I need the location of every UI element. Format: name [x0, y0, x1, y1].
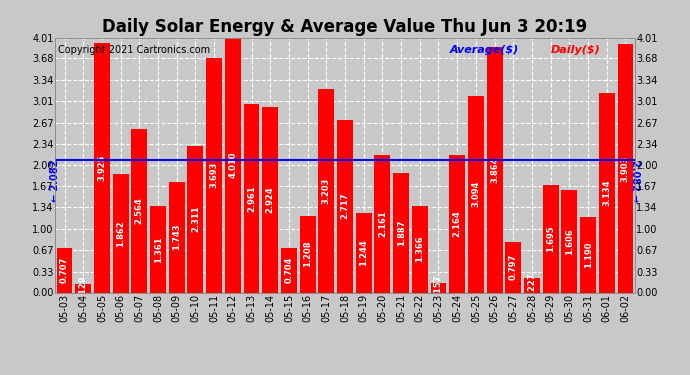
Text: 1.887: 1.887 [397, 219, 406, 246]
Text: 1.695: 1.695 [546, 225, 555, 252]
Text: 4.010: 4.010 [228, 152, 237, 178]
Bar [375, 155, 391, 292]
Bar [618, 44, 633, 292]
Bar [57, 248, 72, 292]
Bar [449, 155, 465, 292]
Text: 2.161: 2.161 [378, 210, 387, 237]
Bar [543, 185, 559, 292]
Bar [150, 206, 166, 292]
Bar [580, 217, 596, 292]
Bar [337, 120, 353, 292]
Bar [75, 284, 91, 292]
Bar [262, 106, 278, 292]
Text: 3.903: 3.903 [621, 155, 630, 182]
Text: 1.606: 1.606 [565, 228, 574, 255]
Text: 1.366: 1.366 [415, 236, 424, 262]
Text: 2.564: 2.564 [135, 198, 144, 224]
Text: 2.082 →: 2.082 → [630, 160, 640, 202]
Text: 0.707: 0.707 [60, 257, 69, 283]
Bar [431, 282, 446, 292]
Bar [206, 58, 222, 292]
Text: 0.704: 0.704 [284, 257, 293, 283]
Text: ← 2.082: ← 2.082 [50, 160, 60, 202]
Bar [299, 216, 315, 292]
Text: 1.190: 1.190 [584, 242, 593, 268]
Text: 1.361: 1.361 [154, 236, 163, 262]
Text: 3.134: 3.134 [602, 180, 611, 206]
Text: Daily($): Daily($) [551, 45, 600, 55]
Text: 3.864: 3.864 [490, 156, 499, 183]
Bar [94, 43, 110, 292]
Text: 3.693: 3.693 [210, 162, 219, 188]
Bar [599, 93, 615, 292]
Text: Copyright 2021 Cartronics.com: Copyright 2021 Cartronics.com [58, 45, 210, 55]
Bar [281, 248, 297, 292]
Text: 1.862: 1.862 [116, 220, 125, 247]
Text: 2.924: 2.924 [266, 186, 275, 213]
Bar [486, 47, 502, 292]
Text: 1.743: 1.743 [172, 224, 181, 251]
Bar [562, 190, 578, 292]
Bar [188, 146, 204, 292]
Bar [468, 96, 484, 292]
Bar [318, 89, 334, 292]
Text: 3.203: 3.203 [322, 177, 331, 204]
Text: 0.227: 0.227 [527, 272, 536, 298]
Text: 2.311: 2.311 [191, 206, 200, 232]
Text: 0.797: 0.797 [509, 254, 518, 280]
Bar [169, 182, 185, 292]
Text: 0.157: 0.157 [434, 274, 443, 301]
Bar [112, 174, 128, 292]
Text: 0.129: 0.129 [79, 275, 88, 302]
Bar [412, 206, 428, 292]
Bar [393, 172, 409, 292]
Bar [244, 104, 259, 292]
Text: 1.208: 1.208 [303, 241, 312, 267]
Text: 2.717: 2.717 [340, 193, 350, 219]
Bar [225, 38, 241, 292]
Text: 2.961: 2.961 [247, 185, 256, 211]
Bar [505, 242, 521, 292]
Text: 1.244: 1.244 [359, 240, 368, 266]
Bar [131, 129, 147, 292]
Text: 3.925: 3.925 [97, 154, 106, 181]
Bar [356, 213, 372, 292]
Text: Average($): Average($) [449, 45, 519, 55]
Title: Daily Solar Energy & Average Value Thu Jun 3 20:19: Daily Solar Energy & Average Value Thu J… [102, 18, 588, 36]
Bar [524, 278, 540, 292]
Text: 3.094: 3.094 [471, 181, 480, 207]
Text: 2.164: 2.164 [453, 210, 462, 237]
